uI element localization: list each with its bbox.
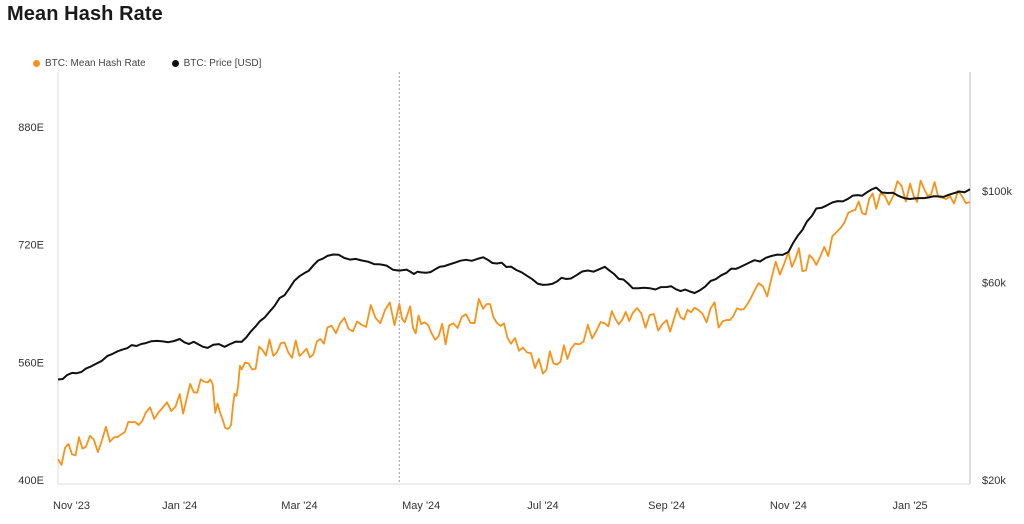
- x-tick-label: Nov '23: [53, 500, 90, 512]
- x-tick-label: Nov '24: [770, 500, 807, 512]
- y-right-tick-label: $60k: [982, 278, 1006, 290]
- y-right-tick-label: $20k: [982, 475, 1006, 487]
- legend-item-hash-rate[interactable]: BTC: Mean Hash Rate: [33, 58, 146, 69]
- y-left-tick-label: 560E: [18, 357, 44, 369]
- x-tick-label: Jan '24: [162, 500, 197, 512]
- x-tick-label: May '24: [402, 500, 440, 512]
- x-tick-label: Mar '24: [281, 500, 317, 512]
- x-tick-label: Jan '25: [893, 500, 928, 512]
- legend-item-price[interactable]: BTC: Price [USD]: [171, 58, 262, 69]
- y-left-tick-label: 720E: [18, 240, 44, 252]
- legend-label-hash-rate: BTC: Mean Hash Rate: [45, 58, 146, 69]
- legend-label-price: BTC: Price [USD]: [183, 58, 262, 69]
- y-left-tick-label: 880E: [18, 122, 44, 134]
- legend-swatch-price: [171, 60, 179, 67]
- legend-swatch-hash-rate: [33, 60, 40, 67]
- y-left-tick-label: 400E: [18, 475, 44, 487]
- series-line-price: [57, 186, 971, 381]
- chart-legend: BTC: Mean Hash Rate BTC: Price [USD]: [33, 58, 261, 69]
- x-tick-label: Sep '24: [648, 500, 685, 512]
- x-tick-label: Jul '24: [527, 500, 558, 512]
- y-right-tick-label: $100k: [982, 186, 1012, 198]
- series-line-hash-rate: [57, 179, 971, 466]
- chart-title: Mean Hash Rate: [7, 3, 163, 25]
